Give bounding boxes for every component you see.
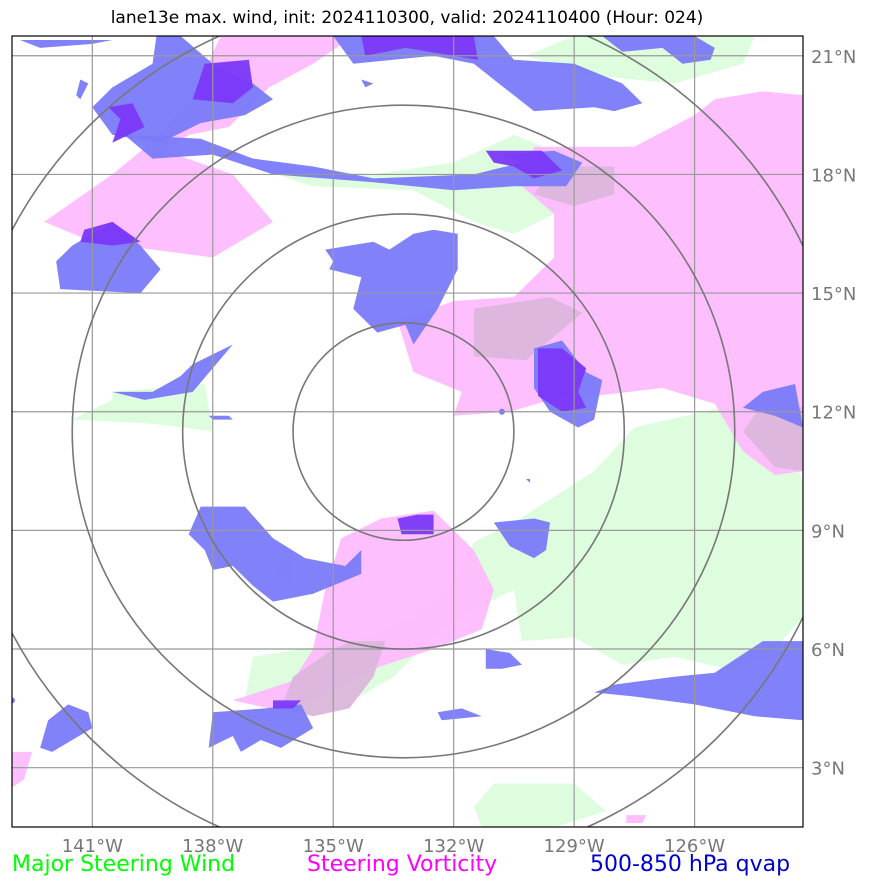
field-500-850-hpa-qvap-strong--7 [273,700,302,709]
y-tick-label-6: 21°N [811,47,856,68]
y-tick-label-2: 9°N [811,521,845,542]
field-500-850-hpa-qvap-strong--2 [108,103,145,143]
field-500-850-hpa-qvap-18 [485,649,522,669]
chart-title: lane13e max. wind, init: 2024110300, val… [110,8,704,28]
legend-qvap: 500-850 hPa qvap [590,852,791,877]
field-steering-vorticity-0 [44,36,354,258]
field-500-850-hpa-qvap-16 [493,518,550,559]
field-500-850-hpa-qvap-9 [112,344,233,400]
field-500-850-hpa-qvap-8 [325,229,458,345]
field-steering-vorticity-1 [397,91,803,476]
y-tick-label-3: 12°N [811,403,856,424]
range-ring-2 [71,104,736,759]
field-500-850-hpa-qvap-strong--6 [397,514,434,535]
y-tick-label-5: 18°N [811,165,856,186]
legend-major-steering-wind: Major Steering Wind [12,852,236,877]
field-500-850-hpa-qvap-19 [40,704,93,752]
x-tick-label-2: 135°W [303,836,364,857]
plot-frame [11,35,804,828]
x-tick-label-0: 141°W [62,836,123,857]
field-500-850-hpa-qvap-15 [742,384,803,428]
x-tick-label-4: 129°W [544,836,605,857]
field-steering-wind-vorticity-overlap-1 [473,297,583,361]
range-ring-0 [292,321,515,542]
range-rings [12,36,803,827]
field-500-850-hpa-qvap-21 [437,708,482,721]
legend-steering-vorticity: Steering Vorticity [307,852,498,877]
field-500-850-hpa-qvap-5 [602,36,715,64]
x-tick-label-5: 126°W [664,836,725,857]
field-500-850-hpa-qvap-strong--1 [192,59,253,104]
field-500-850-hpa-qvap-22 [12,697,15,704]
field-500-850-hpa-qvap-14 [525,479,530,483]
field-500-850-hpa-qvap-2 [76,79,89,100]
field-steering-vorticity-4 [626,815,647,823]
field-500-850-hpa-qvap-20 [208,704,314,752]
range-ring-1 [181,213,626,650]
x-tick-labels: 141°W 138°W 135°W 132°W 129°W 126°W [62,836,726,857]
field-500-850-hpa-qvap-strong--4 [80,221,141,246]
field-500-850-hpa-qvap-strong--3 [485,150,563,179]
field-500-850-hpa-qvap-strong--0 [361,36,478,60]
field-layer [12,36,803,827]
field-500-850-hpa-qvap-6 [124,134,583,191]
field-500-850-hpa-qvap-12 [208,415,233,420]
field-500-850-hpa-qvap-3 [361,79,374,88]
field-major-steering-wind-4 [473,783,607,827]
y-tick-labels: 3°N 6°N 9°N 12°N 15°N 18°N 21°N [811,47,856,780]
x-tick-label-3: 132°W [423,836,484,857]
y-tick-label-1: 6°N [811,640,845,661]
field-steering-vorticity-3 [12,751,33,788]
y-tick-label-4: 15°N [811,284,856,305]
x-tick-label-1: 138°W [182,836,243,857]
field-500-850-hpa-qvap-4 [333,36,643,112]
field-500-850-hpa-qvap-0 [20,40,113,48]
y-tick-label-0: 3°N [811,759,845,780]
field-major-steering-wind-2 [72,384,213,432]
gridlines [12,36,803,827]
field-steering-vorticity-2 [232,510,494,709]
